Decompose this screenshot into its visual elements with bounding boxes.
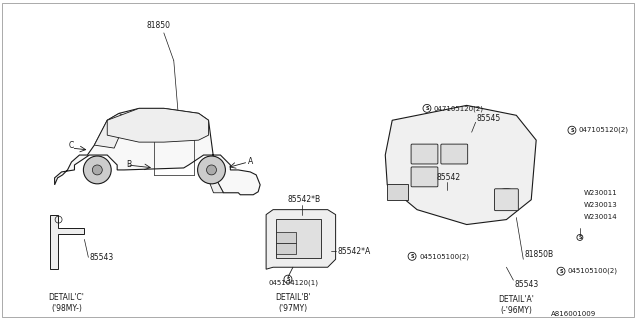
Text: 047105120(2): 047105120(2) <box>579 127 629 133</box>
FancyBboxPatch shape <box>276 243 296 254</box>
Text: S: S <box>578 235 582 240</box>
Text: 85542*A: 85542*A <box>338 247 371 256</box>
Text: A: A <box>248 157 253 166</box>
Polygon shape <box>54 108 260 195</box>
Text: S: S <box>410 254 414 259</box>
Text: ('98MY-): ('98MY-) <box>51 304 82 314</box>
Text: 81850: 81850 <box>147 21 171 30</box>
Text: 81850B: 81850B <box>524 250 554 259</box>
Text: 85543: 85543 <box>90 253 114 262</box>
Text: DETAIL'B': DETAIL'B' <box>275 292 311 301</box>
Text: S: S <box>425 106 429 111</box>
Ellipse shape <box>495 189 517 201</box>
Circle shape <box>83 156 111 184</box>
Circle shape <box>198 156 225 184</box>
Text: 85543: 85543 <box>515 280 539 289</box>
Text: S: S <box>559 269 563 274</box>
Polygon shape <box>50 215 84 269</box>
Text: W230013: W230013 <box>584 202 618 208</box>
FancyBboxPatch shape <box>495 189 518 211</box>
Text: S: S <box>570 128 573 133</box>
FancyBboxPatch shape <box>441 144 468 164</box>
Text: A816001009: A816001009 <box>550 311 596 317</box>
FancyBboxPatch shape <box>387 184 408 200</box>
Polygon shape <box>94 113 127 148</box>
Text: 85542: 85542 <box>437 173 461 182</box>
Circle shape <box>207 165 216 175</box>
Text: 85545: 85545 <box>477 114 501 123</box>
Circle shape <box>92 165 102 175</box>
Text: (-'96MY): (-'96MY) <box>500 307 532 316</box>
Polygon shape <box>108 108 209 142</box>
Text: W230011: W230011 <box>584 190 618 196</box>
Text: 045104120(1): 045104120(1) <box>268 280 318 286</box>
Text: ('97MY): ('97MY) <box>278 304 307 314</box>
FancyBboxPatch shape <box>276 219 321 258</box>
Text: 047105120(2): 047105120(2) <box>434 105 484 112</box>
Text: DETAIL'C': DETAIL'C' <box>49 292 84 301</box>
Text: B: B <box>127 160 132 170</box>
Polygon shape <box>385 105 536 225</box>
FancyBboxPatch shape <box>411 167 438 187</box>
Text: 045105100(2): 045105100(2) <box>419 253 469 260</box>
Text: DETAIL'A': DETAIL'A' <box>499 294 534 303</box>
FancyBboxPatch shape <box>276 232 296 243</box>
Text: C: C <box>69 140 74 150</box>
Text: S: S <box>286 277 290 282</box>
Text: 045105100(2): 045105100(2) <box>568 268 618 275</box>
Text: W230014: W230014 <box>584 213 618 220</box>
Polygon shape <box>209 180 223 193</box>
FancyBboxPatch shape <box>411 144 438 164</box>
Polygon shape <box>266 210 335 269</box>
Text: 85542*B: 85542*B <box>288 195 321 204</box>
